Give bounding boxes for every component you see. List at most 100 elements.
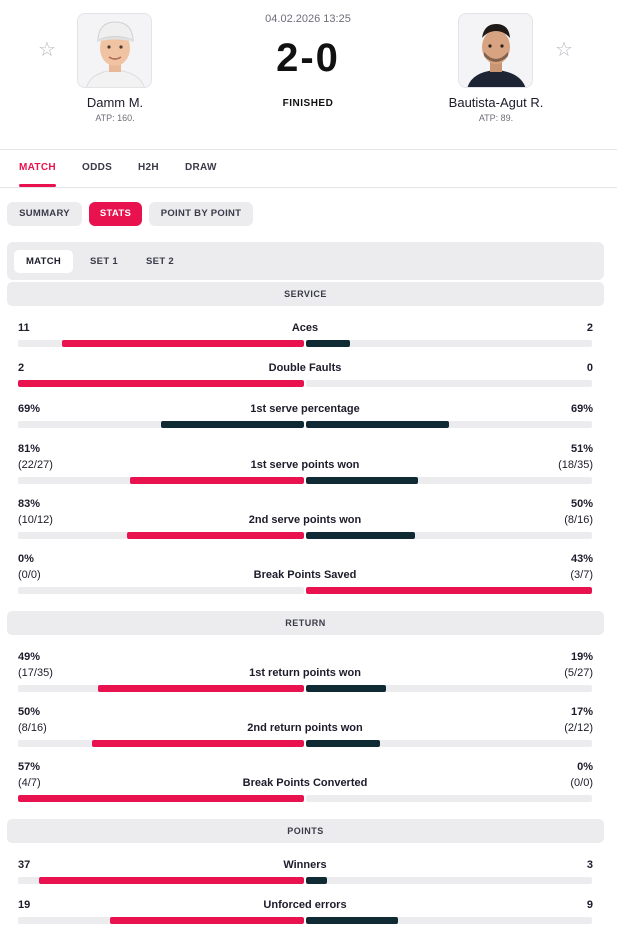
away-stat-bar: [306, 340, 350, 347]
active-tab-indicator: [19, 184, 56, 187]
tab-match[interactable]: MATCH: [19, 162, 56, 173]
away-stat-value: 19%: [570, 651, 593, 663]
subtab-point-by-point[interactable]: POINT BY POINT: [149, 202, 253, 226]
home-stat-bar: [110, 917, 304, 924]
home-stat-bar: [18, 795, 304, 802]
home-stat-bar-track: [18, 740, 304, 747]
home-stat-value: 0%: [18, 553, 34, 565]
home-player-name[interactable]: Damm M.: [86, 95, 144, 110]
away-stat-fraction: (2/12): [564, 722, 593, 734]
stat-label: Double Faults: [268, 362, 342, 374]
subtab-stats[interactable]: STATS: [89, 202, 142, 226]
away-stat-bar: [306, 532, 415, 539]
away-stat-fraction: (3/7): [570, 569, 593, 581]
favorite-home-star-icon[interactable]: ☆: [38, 39, 56, 61]
section-header-service: SERVICE: [7, 282, 604, 306]
stat-label: 2nd return points won: [247, 722, 363, 734]
home-stat-value: 81%: [18, 443, 41, 455]
home-stat-fraction: (8/16): [18, 722, 47, 734]
stat-label: Break Points Saved: [253, 569, 357, 581]
away-stat-bar-track: [306, 795, 592, 802]
away-stat-bar-track: [306, 917, 592, 924]
stat-label: Winners: [283, 859, 327, 871]
home-stat-bar: [18, 380, 304, 387]
away-player-photo: [459, 14, 532, 87]
home-stat-value: 19: [18, 899, 31, 911]
away-stat-value: 0: [586, 362, 593, 374]
away-stat-value: 43%: [570, 553, 593, 565]
away-stat-value: 0%: [577, 761, 593, 773]
away-stat-bar-track: [306, 532, 592, 539]
home-player-rank: ATP: 160.: [95, 113, 135, 123]
stat-row: 37 3 Winners: [0, 859, 617, 889]
away-stat-bar-track: [306, 740, 592, 747]
home-stat-value: 69%: [18, 403, 41, 415]
away-stat-value: 2: [586, 322, 593, 334]
favorite-away-star-icon[interactable]: ☆: [555, 39, 573, 61]
tab-h2h[interactable]: H2H: [138, 162, 159, 173]
home-stat-fraction: (17/35): [18, 667, 53, 679]
home-stat-value: 37: [18, 859, 31, 871]
stat-row: 2 0 Double Faults: [0, 362, 617, 392]
stat-row: 57% 0% (4/7) (0/0) Break Points Converted: [0, 761, 617, 807]
away-player-name[interactable]: Bautista-Agut R.: [448, 95, 544, 110]
home-stat-bar: [62, 340, 304, 347]
period-tab-match[interactable]: MATCH: [14, 250, 73, 273]
stat-label: 1st serve percentage: [250, 403, 360, 415]
stat-label: Unforced errors: [263, 899, 347, 911]
home-stat-bar-track: [18, 477, 304, 484]
home-stat-bar-track: [18, 532, 304, 539]
home-stat-bar-track: [18, 587, 304, 594]
away-stat-bar-track: [306, 477, 592, 484]
stat-label: Break Points Converted: [242, 777, 368, 789]
away-stat-bar-track: [306, 380, 592, 387]
home-stat-value: 11: [18, 322, 30, 334]
match-header: ☆ Damm M. ATP: 160. 04.02.2026 13:25 2-0…: [0, 0, 617, 150]
away-stat-bar-track: [306, 421, 592, 428]
stat-label: Aces: [291, 322, 319, 334]
home-stat-fraction: (0/0): [18, 569, 41, 581]
tab-draw[interactable]: DRAW: [185, 162, 217, 173]
home-stat-bar-track: [18, 340, 304, 347]
home-stat-bar: [92, 740, 304, 747]
home-stat-bar-track: [18, 917, 304, 924]
stat-row: 50% 17% (8/16) (2/12) 2nd return points won: [0, 706, 617, 752]
away-stat-bar-track: [306, 877, 592, 884]
period-tab-set-1[interactable]: SET 1: [90, 256, 118, 267]
away-stat-value: 17%: [570, 706, 593, 718]
away-stat-bar: [306, 877, 327, 884]
home-stat-value: 57%: [18, 761, 41, 773]
stat-row: 81% 51% (22/27) (18/35) 1st serve points won: [0, 443, 617, 489]
stat-row: 0% 43% (0/0) (3/7) Break Points Saved: [0, 553, 617, 599]
home-stat-bar-track: [18, 380, 304, 387]
main-tabs: MATCH ODDS H2H DRAW: [0, 150, 617, 188]
home-stat-bar-track: [18, 877, 304, 884]
match-score: 2-0: [276, 36, 340, 80]
stat-row: 49% 19% (17/35) (5/27) 1st return points won: [0, 651, 617, 697]
away-player-rank: ATP: 89.: [478, 113, 514, 123]
home-stat-bar-track: [18, 685, 304, 692]
away-stat-bar: [306, 587, 592, 594]
home-stat-value: 83%: [18, 498, 41, 510]
home-stat-fraction: (4/7): [18, 777, 41, 789]
home-stat-value: 2: [18, 362, 25, 374]
away-stat-bar-track: [306, 685, 592, 692]
stat-label: 1st return points won: [249, 667, 361, 679]
tab-odds[interactable]: ODDS: [82, 162, 113, 173]
home-player-avatar[interactable]: [77, 13, 152, 88]
away-stat-value: 69%: [570, 403, 593, 415]
subtab-summary[interactable]: SUMMARY: [7, 202, 82, 226]
away-player-avatar[interactable]: [458, 13, 533, 88]
away-stat-bar: [306, 685, 386, 692]
away-stat-bar-track: [306, 587, 592, 594]
away-stat-fraction: (0/0): [570, 777, 593, 789]
match-datetime: 04.02.2026 13:25: [265, 13, 351, 25]
home-stat-bar: [161, 421, 304, 428]
home-stat-fraction: (10/12): [18, 514, 53, 526]
away-stat-fraction: (18/35): [558, 459, 593, 471]
stat-row: 19 9 Unforced errors: [0, 899, 617, 928]
away-stat-value: 51%: [570, 443, 593, 455]
section-header-return: RETURN: [7, 611, 604, 635]
period-tab-set-2[interactable]: SET 2: [146, 256, 174, 267]
home-player-photo: [78, 14, 151, 87]
